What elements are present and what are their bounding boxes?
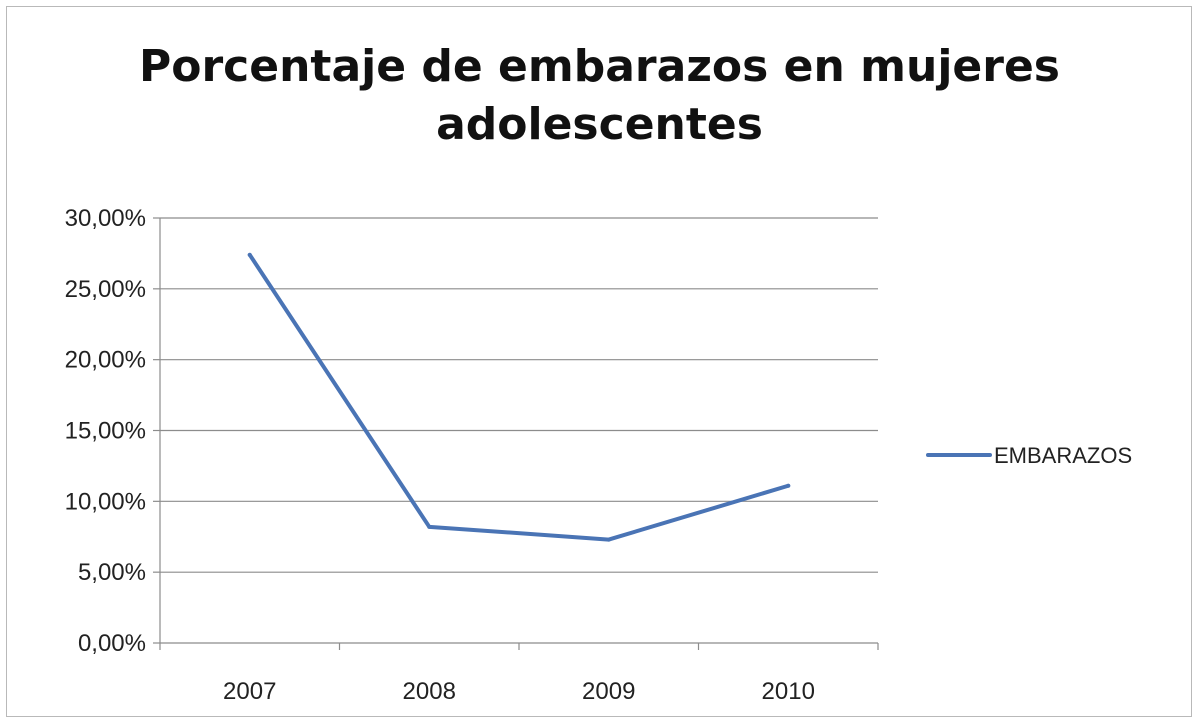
data-point [606, 537, 611, 542]
chart-title-line-1: Porcentaje de embarazos en mujeres [139, 41, 1060, 92]
gridlines [160, 217, 878, 573]
series-line-0 [247, 252, 791, 542]
series-group [247, 252, 791, 542]
y-tick-label: 0,00% [78, 630, 146, 657]
chart-title: Porcentaje de embarazos en mujeres adole… [0, 38, 1199, 154]
x-tick-label: 2008 [403, 678, 456, 705]
data-point [247, 252, 252, 257]
x-axis-ticks: 2007 2008 2009 2010 [159, 643, 879, 705]
chart-title-line-2: adolescentes [436, 99, 763, 150]
data-point [427, 524, 432, 529]
x-tick-label: 2009 [582, 678, 635, 705]
y-tick-label: 5,00% [78, 559, 146, 586]
chart-frame [6, 6, 1192, 717]
y-tick-label: 25,00% [65, 276, 146, 303]
y-tick-label: 30,00% [65, 205, 146, 232]
legend-label: EMBARAZOS [994, 443, 1132, 468]
y-tick-label: 15,00% [65, 418, 146, 445]
y-tick-label: 20,00% [65, 347, 146, 374]
y-axis-ticks: 0,00% 5,00% 10,00% 15,00% 20,00% 25,00% 30,00% [65, 205, 160, 657]
y-tick-label: 10,00% [65, 488, 146, 515]
x-tick-label: 2010 [762, 678, 815, 705]
legend: EMBARAZOS [926, 443, 1132, 468]
data-point [786, 483, 791, 488]
x-tick-label: 2007 [223, 678, 276, 705]
